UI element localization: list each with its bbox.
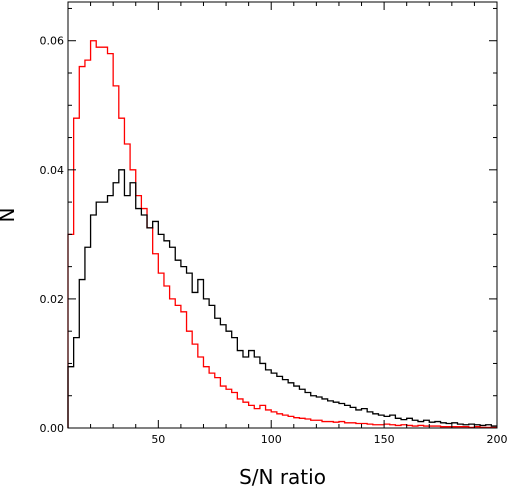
plot-frame — [67, 1, 498, 429]
plot-series — [67, 40, 497, 429]
y-axis-label: N — [0, 208, 19, 223]
axis-tick-labels: 50 100 150 200 0.00 0.02 0.04 0.06 — [40, 35, 508, 446]
x-tick-label: 100 — [261, 433, 282, 446]
x-tick-label: 50 — [151, 433, 165, 446]
y-tick-label: 0.04 — [40, 164, 65, 177]
y-tick-label: 0.02 — [40, 293, 65, 306]
x-axis-label: S/N ratio — [239, 465, 326, 488]
x-tick-label: 150 — [374, 433, 395, 446]
y-tick-label: 0.06 — [40, 35, 65, 48]
histogram-series-2 — [67, 169, 497, 428]
histogram-series-1 — [67, 40, 497, 429]
y-tick-label: 0.00 — [40, 422, 65, 435]
x-tick-label: 200 — [487, 433, 508, 446]
axis-ticks — [68, 2, 498, 429]
